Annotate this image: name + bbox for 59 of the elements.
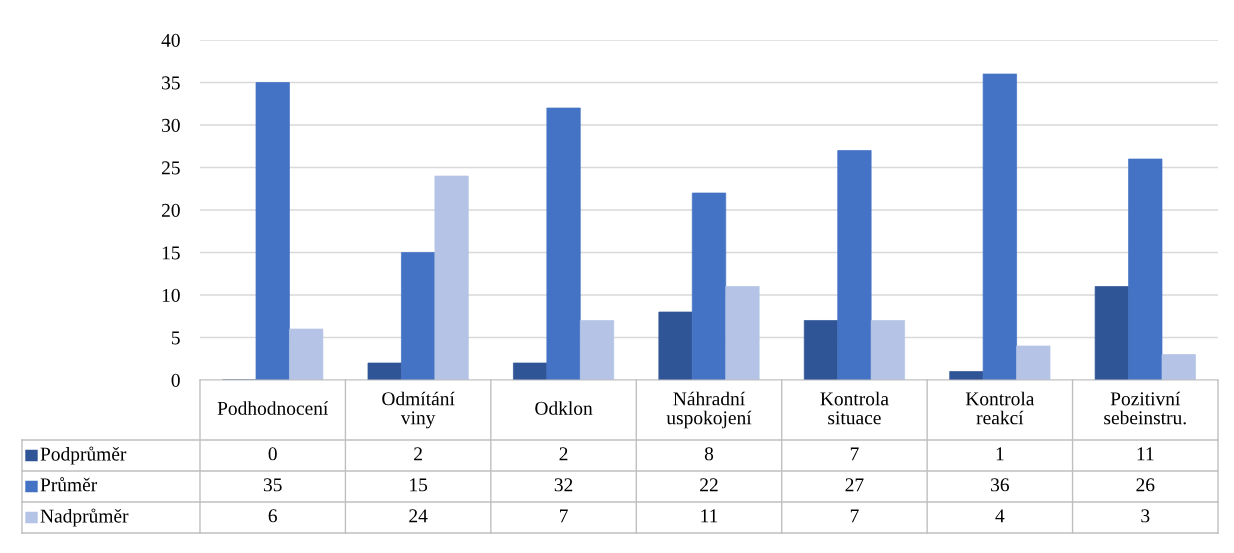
y-tick-label: 15: [162, 246, 180, 260]
bar: [1016, 345, 1051, 380]
legend-label: Nadprůměr: [40, 508, 129, 527]
data-label: 26: [1136, 478, 1155, 492]
x-tick-label: Podhodnocení: [217, 401, 329, 415]
data-label: 3: [1141, 509, 1150, 523]
data-label: 11: [1137, 447, 1154, 461]
data-label: 35: [263, 478, 282, 492]
data-label: 32: [554, 478, 573, 492]
bar: [513, 362, 548, 380]
data-label: 7: [850, 447, 859, 461]
bar: [1128, 158, 1163, 380]
data-label: 2: [559, 447, 568, 461]
data-label: 0: [268, 447, 277, 461]
data-label: 6: [268, 509, 277, 523]
data-label: 2: [414, 447, 422, 461]
data-label: 1: [996, 447, 1004, 461]
bar: [546, 107, 581, 380]
data-label: 15: [410, 478, 428, 492]
x-tick-label: Odmítání viny: [382, 391, 455, 429]
x-tick-label: Kontrola reakcí: [965, 391, 1035, 425]
y-tick-label: 5: [171, 331, 180, 345]
y-tick-label: 10: [162, 288, 180, 302]
data-label: 11: [701, 509, 718, 523]
y-tick-label: 20: [161, 203, 180, 217]
bar: [289, 328, 324, 380]
data-label: 27: [845, 478, 864, 492]
data-label: 7: [559, 509, 568, 523]
legend-label: Průměr: [40, 477, 98, 492]
data-label: 24: [409, 509, 428, 523]
data-label: 36: [991, 478, 1009, 492]
data-label: 8: [704, 447, 714, 461]
x-tick-label: Kontrola situace: [820, 391, 889, 425]
x-tick-label: Náhradní uspokojení: [666, 391, 752, 429]
data-label: 4: [995, 509, 1005, 523]
bar: [367, 362, 402, 380]
data-label: 7: [850, 509, 859, 523]
legend-label: Podprůměr: [40, 446, 127, 465]
y-tick-label: 35: [162, 76, 180, 90]
y-tick-label: 0: [171, 373, 180, 387]
bar: [691, 192, 727, 380]
x-tick-label: Odklon: [535, 401, 593, 415]
bar: [803, 320, 839, 380]
bar: [401, 252, 436, 380]
bar: [255, 82, 290, 380]
x-tick-label: Pozitivní sebeinstru.: [1104, 391, 1186, 425]
bar: [1161, 354, 1196, 380]
y-tick-label: 25: [161, 161, 180, 175]
bar: [870, 320, 905, 380]
y-tick-label: 30: [162, 118, 180, 132]
bar: [837, 150, 872, 380]
data-label: 22: [700, 478, 718, 492]
bar: [434, 175, 469, 380]
bar: [982, 73, 1017, 380]
bar: [579, 320, 615, 380]
y-tick-label: 40: [161, 33, 180, 47]
bar: [658, 311, 693, 380]
bar: [725, 286, 760, 380]
bar: [1094, 286, 1129, 380]
